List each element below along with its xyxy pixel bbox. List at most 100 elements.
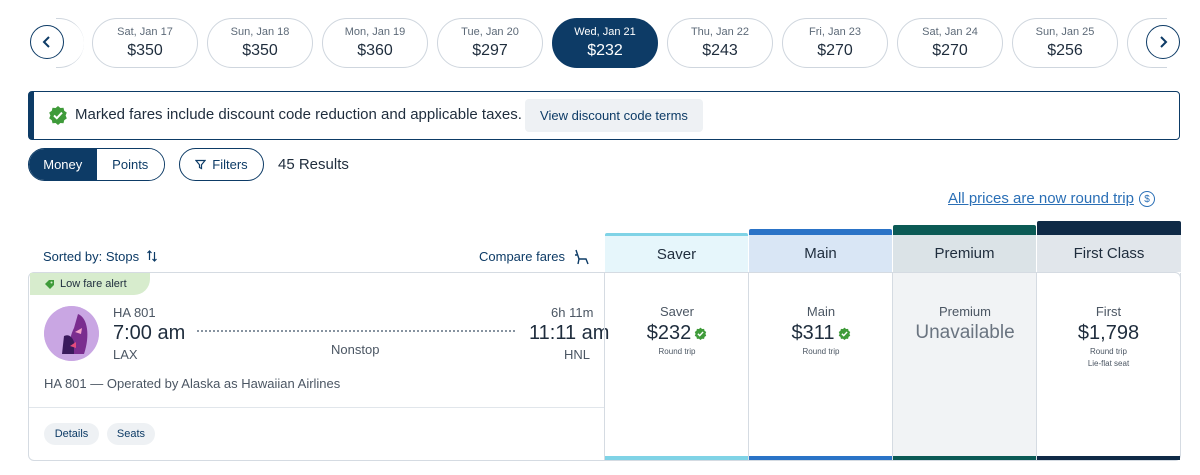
view-discount-terms-button[interactable]: View discount code terms	[525, 99, 703, 132]
compare-fares-button[interactable]: Compare fares	[479, 249, 591, 265]
money-toggle-option[interactable]: Money	[29, 149, 97, 180]
date-pill-jan18[interactable]: Sun, Jan 18 $350	[207, 18, 313, 68]
chevron-right-icon	[1160, 36, 1168, 48]
date-pill-jan21-selected[interactable]: Wed, Jan 21 $232	[552, 18, 658, 68]
date-pill-jan24[interactable]: Sat, Jan 24 $270	[897, 18, 1003, 68]
date-pill-jan20[interactable]: Tue, Jan 20 $297	[437, 18, 543, 68]
filters-label: Filters	[212, 157, 248, 172]
flight-route-line	[197, 330, 515, 332]
date-price: $350	[242, 41, 278, 59]
departure-time: 7:00 am	[113, 322, 186, 344]
date-label: Fri, Jan 23	[809, 25, 861, 38]
seat-icon	[574, 249, 589, 265]
date-pill-jan25[interactable]: Sun, Jan 25 $256	[1012, 18, 1118, 68]
date-label: Sat, Jan 17	[117, 25, 173, 38]
previous-dates-button[interactable]	[30, 25, 64, 59]
discount-banner: Marked fares include discount code reduc…	[28, 91, 1180, 140]
low-fare-alert-badge: Low fare alert	[30, 273, 150, 295]
fare-color-bar	[893, 456, 1037, 460]
fare-name: Premium	[938, 304, 991, 319]
fare-header-main: Main	[749, 229, 892, 272]
fare-option-saver[interactable]: Saver $232 Round trip	[604, 273, 749, 460]
compare-fares-label: Compare fares	[479, 249, 565, 264]
dollar-info-icon[interactable]: $	[1139, 191, 1155, 207]
low-fare-alert-label: Low fare alert	[60, 278, 127, 290]
date-label: Mon, Jan 19	[344, 25, 406, 38]
fare-header-label: First Class	[1073, 245, 1145, 262]
fare-header-label: Main	[804, 245, 837, 262]
date-pill-jan17[interactable]: Sat, Jan 17 $350	[92, 18, 198, 68]
flight-duration: 6h 11m	[551, 305, 594, 320]
airline-logo-icon	[44, 306, 99, 361]
fare-trip-type: Round trip	[802, 347, 840, 356]
fare-header-label: Saver	[656, 245, 697, 263]
seats-button[interactable]: Seats	[107, 423, 155, 445]
date-carousel: Sat, Jan 17 $350 Sun, Jan 18 $350 Mon, J…	[0, 0, 1200, 80]
fare-price-value: $232	[646, 322, 692, 344]
chevron-left-icon	[42, 36, 50, 48]
date-label: Sun, Jan 18	[230, 25, 290, 38]
date-price: $297	[472, 41, 508, 59]
fare-trip-type: Round trip	[658, 347, 696, 356]
fare-color-bar	[1037, 456, 1180, 460]
fare-name: First	[1095, 304, 1122, 319]
fare-header-label: Premium	[934, 245, 995, 262]
filters-button[interactable]: Filters	[179, 148, 264, 181]
fare-header-premium: Premium	[893, 225, 1036, 272]
date-price: $360	[357, 41, 393, 59]
fare-option-main[interactable]: Main $311 Round trip	[748, 273, 893, 460]
date-label: Sun, Jan 25	[1035, 25, 1095, 38]
details-button[interactable]: Details	[44, 423, 99, 445]
date-pill-jan23[interactable]: Fri, Jan 23 $270	[782, 18, 888, 68]
next-dates-button[interactable]	[1146, 25, 1180, 59]
date-label: Tue, Jan 20	[461, 25, 519, 38]
sort-arrows-icon	[146, 250, 157, 262]
date-label: Thu, Jan 22	[690, 25, 750, 38]
fare-seat-note: Lie-flat seat	[1087, 359, 1130, 368]
fare-unavailable-status: Unavailable	[915, 322, 1015, 343]
fare-option-premium: Premium Unavailable	[892, 273, 1037, 460]
fare-trip-type: Round trip	[1090, 347, 1127, 356]
currency-toggle: Money Points	[28, 148, 165, 181]
hawaiian-airlines-logo	[44, 306, 99, 361]
origin-airport: LAX	[113, 347, 138, 362]
sort-by-label: Sorted by: Stops	[43, 249, 140, 264]
fare-color-bar	[605, 456, 749, 460]
fare-price: $1,798	[1078, 322, 1139, 345]
stops-label: Nonstop	[331, 342, 380, 357]
date-price: $350	[127, 41, 163, 59]
discount-badge-icon	[838, 327, 850, 340]
fare-name: Main	[806, 304, 836, 319]
destination-airport: HNL	[564, 347, 591, 362]
fare-header-first: First Class	[1037, 221, 1181, 272]
filter-icon	[195, 159, 207, 170]
fare-name: Saver	[660, 304, 694, 319]
flight-number: HA 801	[113, 305, 156, 320]
results-count: 45 Results	[278, 156, 349, 173]
date-price: $270	[817, 41, 853, 59]
date-label: Wed, Jan 21	[574, 25, 636, 38]
date-price: $256	[1047, 41, 1083, 59]
fare-price-value: $1,798	[1077, 322, 1140, 344]
date-price: $232	[587, 41, 623, 59]
fare-color-bar	[749, 456, 893, 460]
discount-badge-icon	[49, 106, 67, 125]
date-price: $243	[702, 41, 738, 59]
fare-price: $311	[791, 322, 850, 345]
fare-price-value: $311	[791, 322, 835, 344]
fare-price: $232	[647, 322, 708, 345]
date-label: Sat, Jan 24	[922, 25, 978, 38]
sort-by-button[interactable]: Sorted by: Stops	[43, 249, 158, 264]
points-toggle-option[interactable]: Points	[96, 149, 164, 180]
date-pill-jan22[interactable]: Thu, Jan 22 $243	[667, 18, 773, 68]
fare-option-first[interactable]: First $1,798 Round trip Lie-flat seat	[1036, 273, 1181, 460]
banner-text: Marked fares include discount code reduc…	[75, 106, 522, 123]
discount-badge-icon	[695, 327, 707, 340]
round-trip-info-link[interactable]: All prices are now round trip	[948, 190, 1134, 207]
arrival-time: 11:11 am	[529, 322, 610, 344]
card-divider	[29, 407, 604, 408]
tag-icon	[45, 279, 54, 289]
date-price: $270	[932, 41, 968, 59]
date-pill-jan19[interactable]: Mon, Jan 19 $360	[322, 18, 428, 68]
operated-by-text: HA 801 — Operated by Alaska as Hawaiian …	[44, 376, 341, 391]
